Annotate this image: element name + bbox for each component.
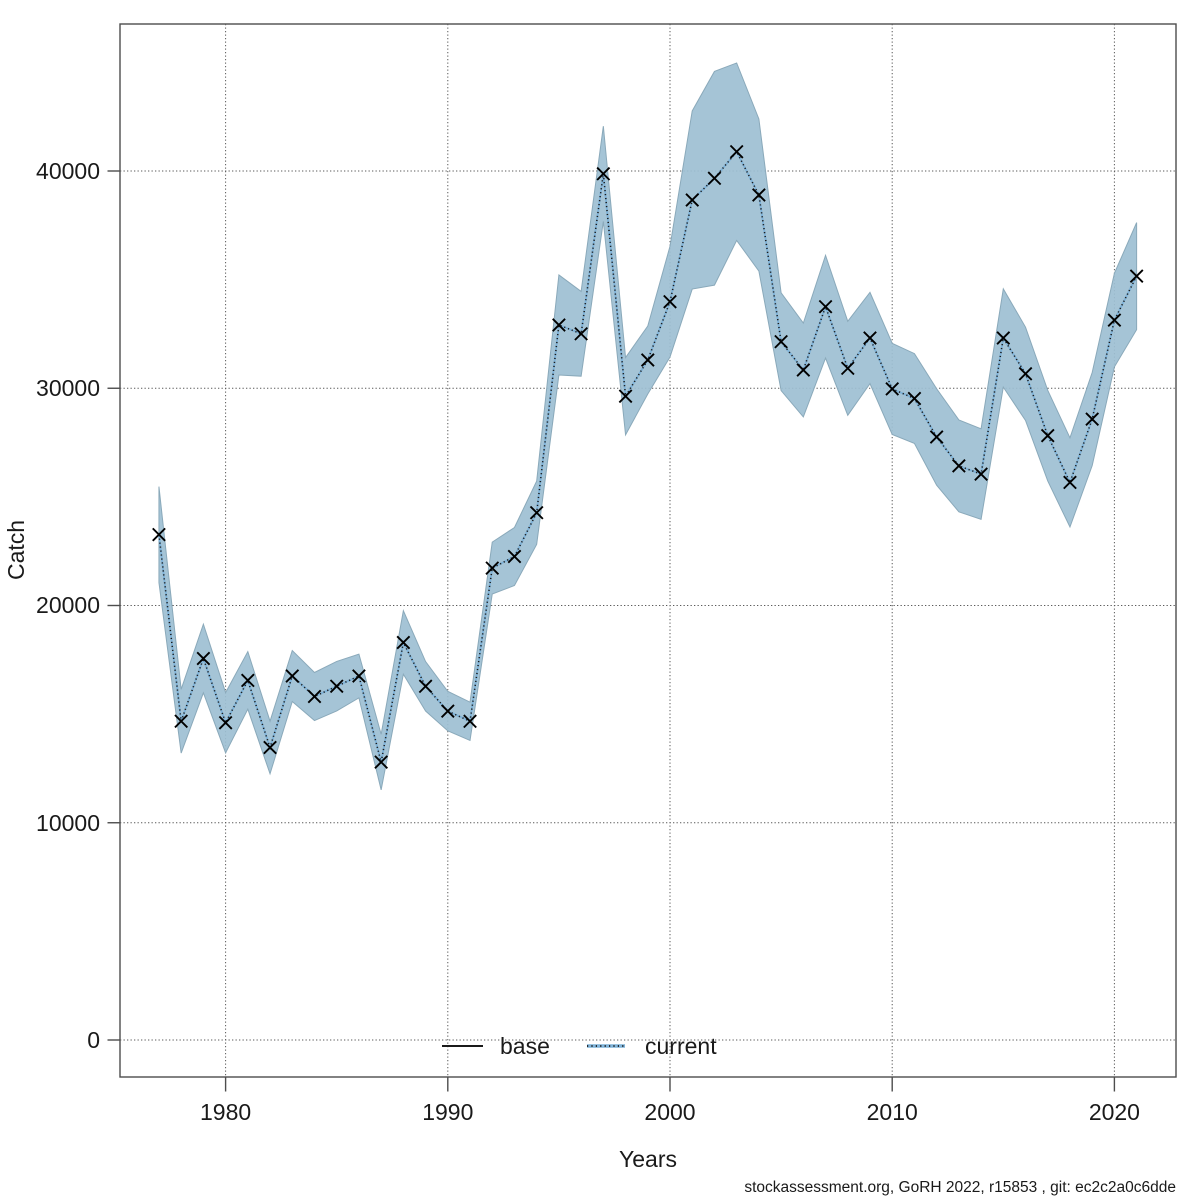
svg-text:base: base <box>500 1033 550 1059</box>
svg-text:2000: 2000 <box>644 1099 695 1125</box>
svg-text:2010: 2010 <box>867 1099 918 1125</box>
svg-text:30000: 30000 <box>36 375 100 401</box>
svg-text:10000: 10000 <box>36 810 100 836</box>
svg-text:1990: 1990 <box>422 1099 473 1125</box>
svg-text:0: 0 <box>87 1027 100 1053</box>
svg-text:stockassessment.org, GoRH 202: stockassessment.org, GoRH 2022, r15853 ,… <box>744 1179 1176 1196</box>
svg-text:Catch: Catch <box>3 520 29 580</box>
svg-text:40000: 40000 <box>36 158 100 184</box>
svg-text:1980: 1980 <box>200 1099 251 1125</box>
svg-text:current: current <box>645 1033 717 1059</box>
svg-text:Years: Years <box>619 1146 677 1172</box>
svg-text:2020: 2020 <box>1089 1099 1140 1125</box>
svg-text:20000: 20000 <box>36 592 100 618</box>
